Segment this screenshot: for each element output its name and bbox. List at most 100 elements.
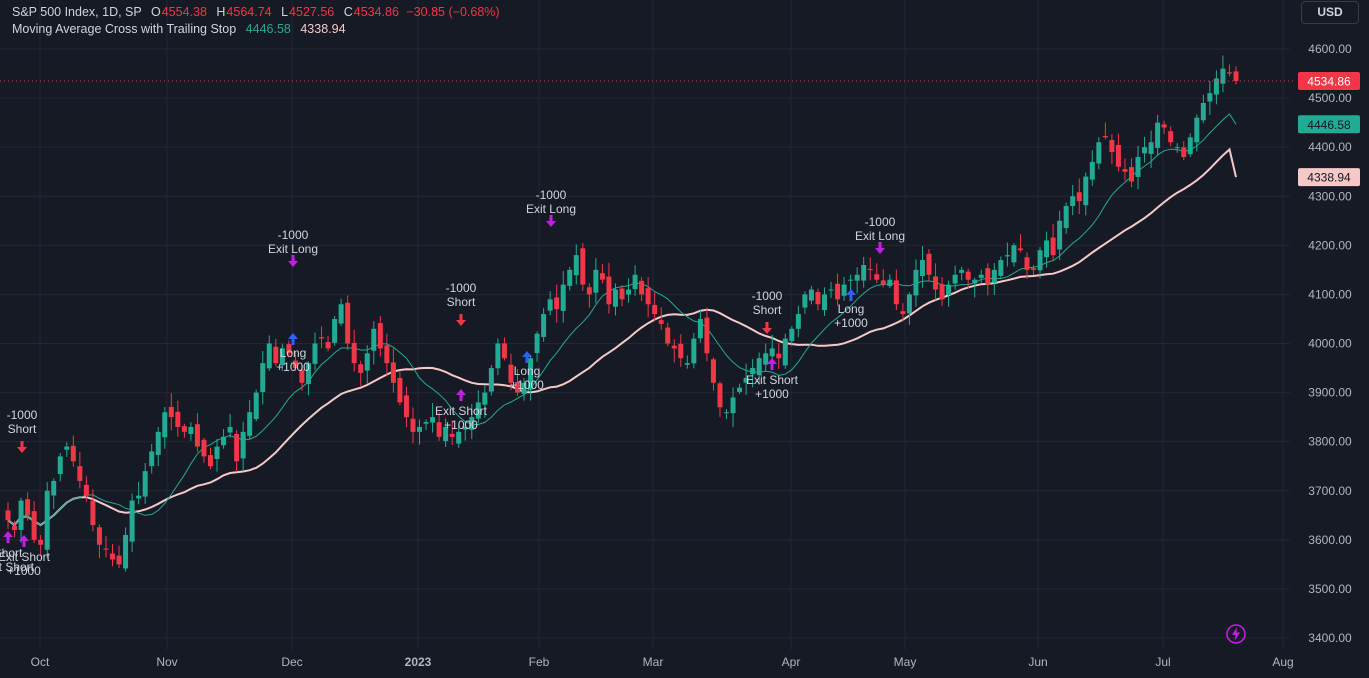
candle-body [77,466,83,481]
candle-body [1037,250,1043,271]
open-label: O [150,5,161,19]
candle-body [83,484,89,496]
price-label-box [1298,168,1360,187]
price-tick-label: 4500.00 [1308,91,1352,105]
candle-body [12,525,18,531]
signal-qty: +1000 [755,387,789,401]
price-tick-label: 3400.00 [1308,631,1352,645]
candle-body [887,279,893,287]
signal-qty: +1000 [276,360,310,374]
price-label: 4446.58 [1298,115,1360,134]
candle-body [31,511,37,540]
signal-qty: Short [753,303,782,317]
candle-body [1102,136,1108,138]
candle-body [684,363,690,365]
signal-arrow-up [522,351,532,363]
candle-body [96,527,102,545]
candle-body [521,382,527,394]
candle-body [1207,93,1213,102]
candle-body [240,431,246,459]
candle-body [665,327,671,344]
signal-arrow-down [875,242,885,254]
candle-body [338,304,344,324]
time-axis[interactable]: Oct Nov Dec 2023 Feb Mar Apr May Jun Jul Aug [31,655,1294,669]
price-tick-label: 4300.00 [1308,189,1352,203]
candle-body [319,337,325,339]
candle-body [123,534,129,569]
candle-body [207,455,213,467]
signal-label: Long [838,302,865,316]
signal-qty: Short [8,422,37,436]
price-tick-label: 4200.00 [1308,238,1352,252]
candle-body [103,548,109,550]
candle-body [906,294,912,314]
signal-label: Exit Short [746,373,799,387]
candle-body [978,274,984,278]
time-tick-label: Jul [1155,655,1170,669]
candle-body [893,280,899,305]
price-label-box [1298,115,1360,134]
candle-body [364,353,370,371]
candle-body [1004,255,1010,257]
lightning-settings-icon[interactable] [1225,623,1247,645]
price-tick-label: 3700.00 [1308,484,1352,498]
candle-body [116,555,122,565]
price-label: 4534.86 [1298,71,1360,90]
symbol-name[interactable]: S&P 500 Index, 1D, SP [12,5,142,19]
candle-body [645,288,651,305]
signal-label: Short [0,546,23,560]
candle-body [57,456,63,475]
candle-body [508,364,514,383]
candle-body [443,426,449,442]
candle-body [1115,144,1121,167]
candle-body [247,412,253,436]
signal-qty: Short [447,295,476,309]
candle-body [828,289,834,291]
signal-arrow-up [767,358,777,370]
candle-body [449,433,455,437]
candle-body [1135,156,1141,177]
currency-button[interactable]: USD [1301,1,1359,24]
signal-exitshort: Exit Short+1000 [746,358,799,401]
candle-body [534,333,540,354]
candle-body [867,269,873,271]
candle-body [874,274,880,280]
candle-body [221,436,227,446]
time-tick-label: May [894,655,917,669]
time-tick-label: Feb [529,655,550,669]
candle-body [848,279,854,281]
candle-body [946,284,952,296]
candle-body [541,314,547,337]
candle-body [1161,124,1167,128]
signal-arrow-up [3,531,13,543]
candle-body [410,418,416,432]
candle-body [926,253,932,275]
time-tick-label: Apr [782,655,801,669]
candle-body [194,424,200,447]
candle-body [586,287,592,295]
candle-body [44,490,50,550]
candle-body [854,274,860,281]
strategy-name[interactable]: Moving Average Cross with Trailing Stop [12,22,237,36]
high-value: 4564.74 [226,5,272,19]
candle-body [1011,245,1017,263]
candle-body [671,345,677,349]
candle-body [488,368,494,392]
time-tick-label: Jun [1028,655,1047,669]
price-axis[interactable]: 3400.00 3500.00 3600.00 3700.00 3800.00 3900.… [1308,42,1352,645]
candle-body [1174,147,1180,149]
candle-body [260,363,266,393]
candle-body [606,276,612,305]
candle-body [1057,220,1063,250]
candle-body [795,314,801,329]
candle-body [5,510,11,521]
time-tick-label: 2023 [405,655,432,669]
candle-body [737,387,743,392]
signal-qty: +1000 [510,378,544,392]
candle-body [351,342,357,364]
signal-arrow-down [546,215,556,227]
candle-body [1187,137,1193,155]
